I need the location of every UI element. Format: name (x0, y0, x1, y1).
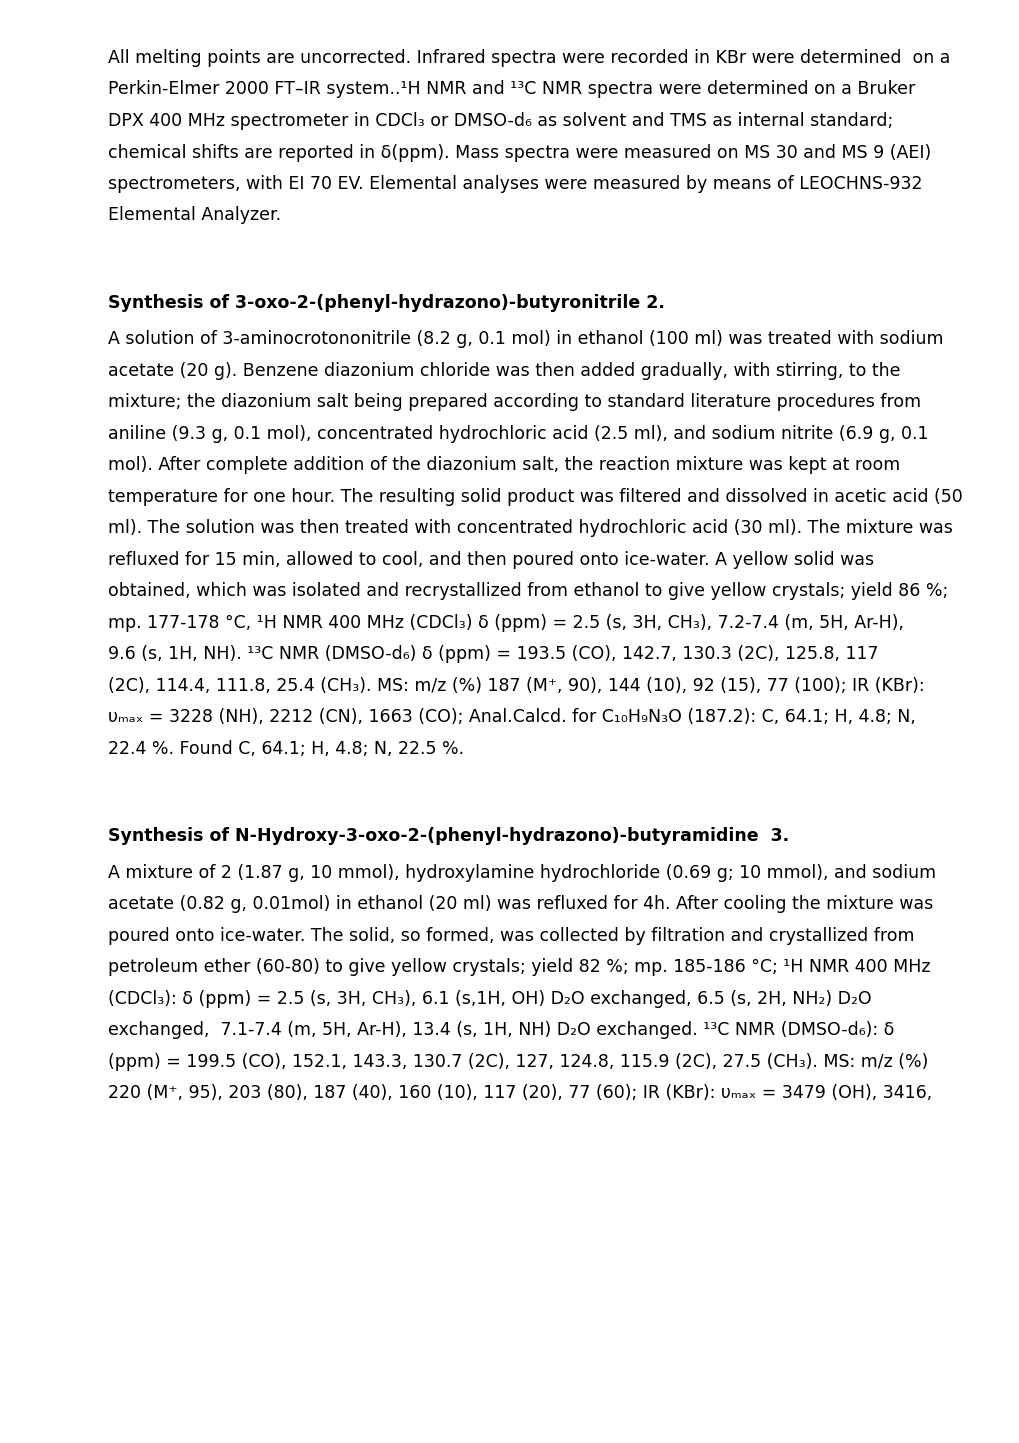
Text: DPX 400 MHz spectrometer in CDCl₃ or DMSO-d₆ as solvent and TMS as internal stan: DPX 400 MHz spectrometer in CDCl₃ or DMS… (108, 113, 893, 130)
Text: A mixture of 2 (1.87 g, 10 mmol), hydroxylamine hydrochloride (0.69 g; 10 mmol),: A mixture of 2 (1.87 g, 10 mmol), hydrox… (108, 864, 935, 882)
Text: aniline (9.3 g, 0.1 mol), concentrated hydrochloric acid (2.5 ml), and sodium ni: aniline (9.3 g, 0.1 mol), concentrated h… (108, 426, 927, 443)
Text: (ppm) = 199.5 (CO), 152.1, 143.3, 130.7 (2C), 127, 124.8, 115.9 (2C), 27.5 (CH₃): (ppm) = 199.5 (CO), 152.1, 143.3, 130.7 … (108, 1053, 927, 1071)
Text: obtained, which was isolated and recrystallized from ethanol to give yellow crys: obtained, which was isolated and recryst… (108, 583, 948, 600)
Text: 9.6 (s, 1H, NH). ¹³C NMR (DMSO-d₆) δ (ppm) = 193.5 (CO), 142.7, 130.3 (2C), 125.: 9.6 (s, 1H, NH). ¹³C NMR (DMSO-d₆) δ (pp… (108, 645, 877, 664)
Text: υₘₐₓ = 3228 (NH), 2212 (CN), 1663 (CO); Anal.Calcd. for C₁₀H₉N₃O (187.2): C, 64.: υₘₐₓ = 3228 (NH), 2212 (CN), 1663 (CO); … (108, 709, 915, 726)
Text: exchanged,  7.1-7.4 (m, 5H, Ar-H), 13.4 (s, 1H, NH) D₂O exchanged. ¹³C NMR (DMSO: exchanged, 7.1-7.4 (m, 5H, Ar-H), 13.4 (… (108, 1022, 894, 1039)
Text: 220 (M⁺, 95), 203 (80), 187 (40), 160 (10), 117 (20), 77 (60); IR (KBr): υₘₐₓ = : 220 (M⁺, 95), 203 (80), 187 (40), 160 (1… (108, 1085, 931, 1102)
Text: temperature for one hour. The resulting solid product was filtered and dissolved: temperature for one hour. The resulting … (108, 488, 962, 506)
Text: petroleum ether (60-80) to give yellow crystals; yield 82 %; mp. 185-186 °C; ¹H : petroleum ether (60-80) to give yellow c… (108, 958, 929, 977)
Text: (CDCl₃): δ (ppm) = 2.5 (s, 3H, CH₃), 6.1 (s,1H, OH) D₂O exchanged, 6.5 (s, 2H, N: (CDCl₃): δ (ppm) = 2.5 (s, 3H, CH₃), 6.1… (108, 990, 871, 1009)
Text: spectrometers, with EI 70 EV. Elemental analyses were measured by means of LEOCH: spectrometers, with EI 70 EV. Elemental … (108, 175, 921, 193)
Text: 22.4 %. Found C, 64.1; H, 4.8; N, 22.5 %.: 22.4 %. Found C, 64.1; H, 4.8; N, 22.5 %… (108, 740, 464, 758)
Text: (2C), 114.4, 111.8, 25.4 (CH₃). MS: m/z (%) 187 (M⁺, 90), 144 (10), 92 (15), 77 : (2C), 114.4, 111.8, 25.4 (CH₃). MS: m/z … (108, 677, 923, 696)
Text: Synthesis of N-Hydroxy-3-oxo-2-(phenyl-hydrazono)-butyramidine  3.: Synthesis of N-Hydroxy-3-oxo-2-(phenyl-h… (108, 827, 789, 846)
Text: ml). The solution was then treated with concentrated hydrochloric acid (30 ml). : ml). The solution was then treated with … (108, 519, 952, 537)
Text: poured onto ice-water. The solid, so formed, was collected by filtration and cry: poured onto ice-water. The solid, so for… (108, 926, 914, 945)
Text: mixture; the diazonium salt being prepared according to standard literature proc: mixture; the diazonium salt being prepar… (108, 394, 920, 411)
Text: acetate (20 g). Benzene diazonium chloride was then added gradually, with stirri: acetate (20 g). Benzene diazonium chlori… (108, 362, 900, 380)
Text: mp. 177-178 °C, ¹H NMR 400 MHz (CDCl₃) δ (ppm) = 2.5 (s, 3H, CH₃), 7.2-7.4 (m, 5: mp. 177-178 °C, ¹H NMR 400 MHz (CDCl₃) δ… (108, 615, 903, 632)
Text: All melting points are uncorrected. Infrared spectra were recorded in KBr were d: All melting points are uncorrected. Infr… (108, 49, 950, 66)
Text: refluxed for 15 min, allowed to cool, and then poured onto ice-water. A yellow s: refluxed for 15 min, allowed to cool, an… (108, 551, 873, 569)
Text: A solution of 3-aminocrotononitrile (8.2 g, 0.1 mol) in ethanol (100 ml) was tre: A solution of 3-aminocrotononitrile (8.2… (108, 330, 943, 349)
Text: chemical shifts are reported in δ(ppm). Mass spectra were measured on MS 30 and : chemical shifts are reported in δ(ppm). … (108, 143, 930, 162)
Text: Synthesis of 3-oxo-2-(phenyl-hydrazono)-butyronitrile 2.: Synthesis of 3-oxo-2-(phenyl-hydrazono)-… (108, 294, 664, 312)
Text: mol). After complete addition of the diazonium salt, the reaction mixture was ke: mol). After complete addition of the dia… (108, 456, 900, 475)
Text: acetate (0.82 g, 0.01mol) in ethanol (20 ml) was refluxed for 4h. After cooling : acetate (0.82 g, 0.01mol) in ethanol (20… (108, 896, 932, 913)
Text: Perkin-Elmer 2000 FT–IR system..¹H NMR and ¹³C NMR spectra were determined on a : Perkin-Elmer 2000 FT–IR system..¹H NMR a… (108, 81, 914, 98)
Text: Elemental Analyzer.: Elemental Analyzer. (108, 206, 281, 225)
